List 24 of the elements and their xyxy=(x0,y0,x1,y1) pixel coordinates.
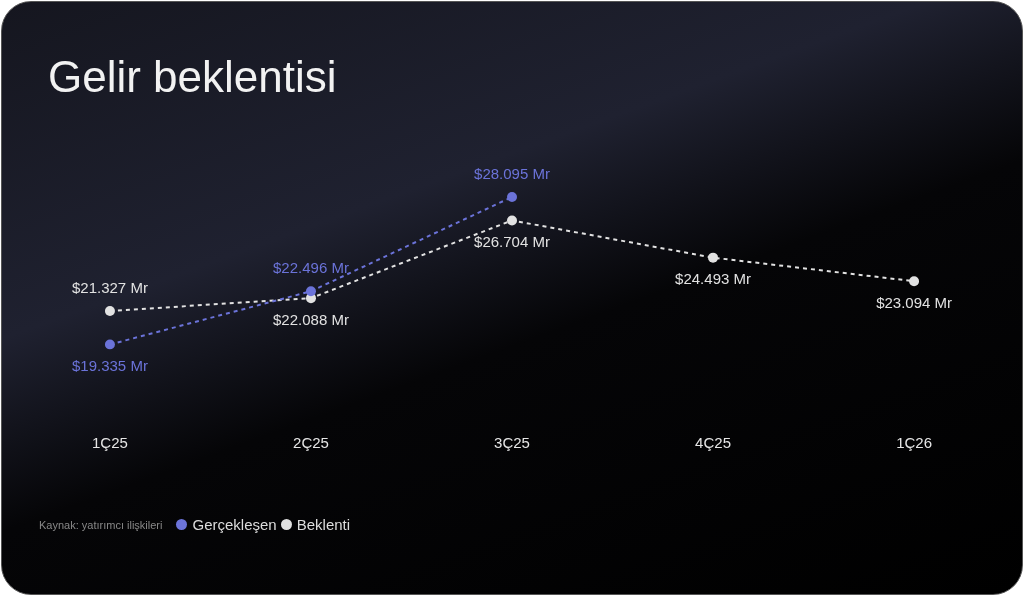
x-tick-label: 1Ç25 xyxy=(92,433,128,451)
point xyxy=(104,339,115,350)
data-label: $19.335 Mr xyxy=(71,357,148,375)
legend-label: Gerçekleşen xyxy=(192,516,277,533)
point xyxy=(909,276,920,287)
data-label: $22.088 Mr xyxy=(273,310,349,328)
x-tick-label: 1Ç26 xyxy=(896,433,932,451)
data-label: $26.704 Mr xyxy=(474,233,550,251)
text: Kaynak: yatırımcı ilişkileri xyxy=(39,518,163,531)
x-tick-label: 2Ç25 xyxy=(293,433,329,451)
point xyxy=(507,192,517,202)
data-label: $22.496 Mr xyxy=(273,258,349,276)
data-label: $28.095 Mr xyxy=(474,164,550,182)
legend-label: Beklenti xyxy=(296,516,351,533)
point xyxy=(708,252,719,263)
point xyxy=(104,305,115,316)
chart-title: Gelir beklentisi xyxy=(48,52,337,102)
data-label: $21.327 Mr xyxy=(71,278,148,296)
data-label: $24.493 Mr xyxy=(675,270,751,288)
data-label: $23.094 Mr xyxy=(876,293,953,311)
x-tick-label: 3Ç25 xyxy=(494,433,530,451)
point xyxy=(507,215,517,226)
point xyxy=(305,286,316,297)
x-tick-label: 4Ç25 xyxy=(695,433,731,451)
